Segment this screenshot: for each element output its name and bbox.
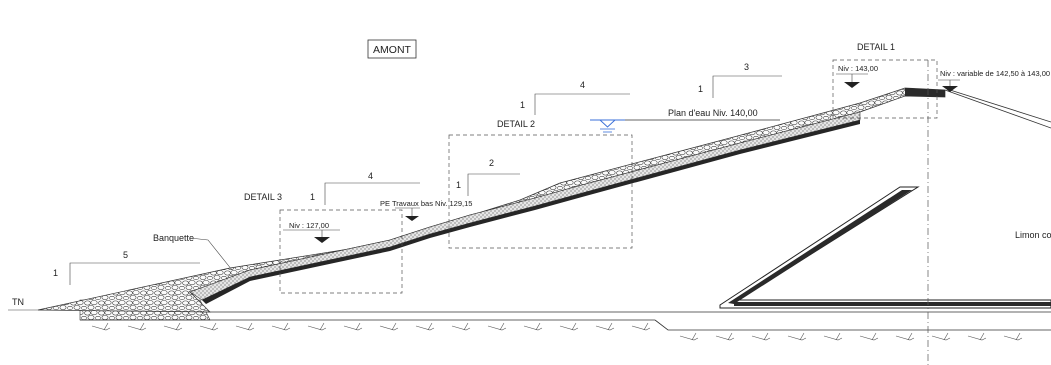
water-level-icon <box>590 119 780 133</box>
svg-text:4: 4 <box>368 171 373 181</box>
slope-5: 1 5 <box>53 250 200 285</box>
tn-label: TN <box>12 297 24 307</box>
svg-text:1: 1 <box>456 180 461 190</box>
svg-text:5: 5 <box>123 250 128 260</box>
detail-3-frame <box>279 209 403 294</box>
internal-drain <box>719 186 1051 309</box>
level-marker-127 <box>283 229 340 243</box>
svg-text:3: 3 <box>744 62 749 72</box>
niv-variable-label: Niv : variable de 142,50 à 143,00 <box>940 69 1050 78</box>
svg-text:1: 1 <box>53 268 58 278</box>
slope-3: 1 3 <box>698 62 782 98</box>
detail-1-frame <box>832 59 938 119</box>
svg-text:1: 1 <box>520 100 525 110</box>
niv-143-label: Niv : 143,00 <box>838 64 878 73</box>
pe-travaux-label: PE Travaux bas Niv. 129,15 <box>380 199 472 208</box>
slope-2: 1 2 <box>456 158 520 196</box>
level-marker-143 <box>836 73 868 88</box>
svg-text:1: 1 <box>698 84 703 94</box>
detail-3-label: DETAIL 3 <box>244 192 282 202</box>
level-marker-129 <box>395 207 420 221</box>
ground-hatch <box>91 322 1023 341</box>
niv-127-label: Niv : 127,00 <box>289 221 329 230</box>
limon-label: Limon co <box>1015 230 1051 240</box>
amont-frame <box>367 39 417 59</box>
amont-label: AMONT <box>373 44 412 56</box>
level-marker-variable <box>938 79 960 92</box>
svg-text:2: 2 <box>489 158 494 168</box>
banquette-leader <box>189 237 233 271</box>
plan-eau-label: Plan d'eau Niv. 140,00 <box>668 108 758 118</box>
banquette-label: Banquette <box>153 233 194 243</box>
svg-text:4: 4 <box>580 80 585 90</box>
detail-1-label: DETAIL 1 <box>857 42 895 52</box>
embankment-upstream-slope <box>37 87 946 313</box>
crest-downstream <box>905 88 1051 129</box>
svg-text:1: 1 <box>310 192 315 202</box>
slope-4b: 1 4 <box>520 80 630 115</box>
slope-4a: 1 4 <box>310 171 420 205</box>
detail-2-frame <box>448 134 633 249</box>
detail-2-label: DETAIL 2 <box>497 119 535 129</box>
